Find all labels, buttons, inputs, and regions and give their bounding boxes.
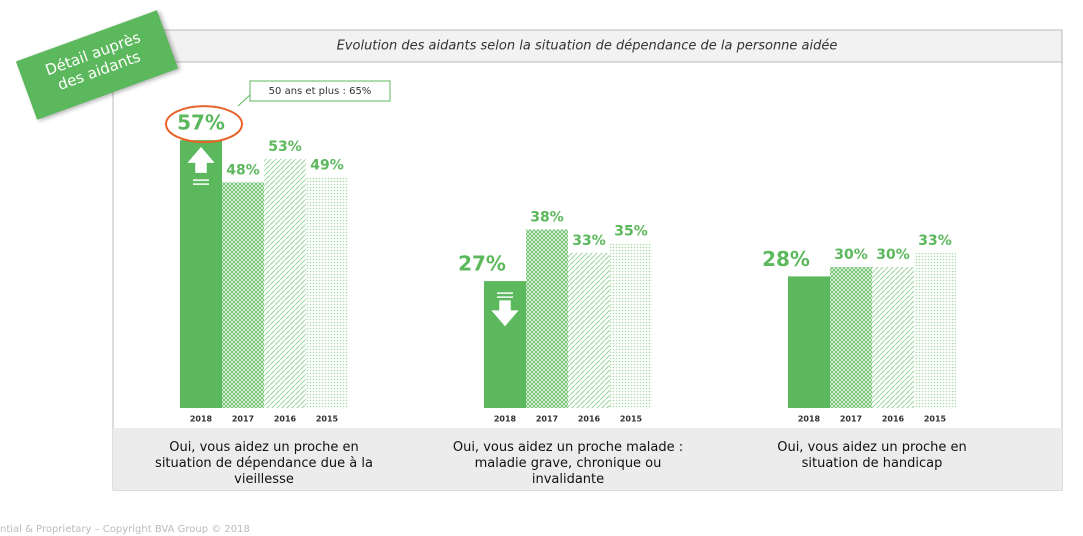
category-band: [113, 428, 1062, 490]
value-label: 33%: [918, 233, 952, 249]
annotation-pointer: [237, 94, 251, 107]
x-tick-label: 2015: [924, 415, 947, 424]
value-label: 28%: [762, 247, 810, 271]
bar: [222, 182, 264, 408]
down-arrow: [491, 292, 519, 327]
value-label: 30%: [876, 247, 910, 263]
x-tick-label: 2017: [536, 415, 558, 424]
up-arrow: [187, 146, 215, 185]
x-tick-label: 2016: [882, 415, 905, 424]
category-label: Oui, vous aidez un proche en situation d…: [777, 440, 967, 471]
x-tick-label: 2018: [494, 415, 517, 424]
x-tick-label: 2018: [798, 415, 821, 424]
title-bar: [112, 29, 1063, 63]
x-tick-label: 2017: [232, 415, 254, 424]
bar: [830, 267, 872, 408]
value-label: 48%: [226, 162, 260, 178]
bar: [306, 177, 348, 408]
x-tick-label: 2017: [840, 415, 862, 424]
footer: ntial & Proprietary – Copyright BVA Grou…: [0, 524, 250, 535]
x-tick-label: 2016: [274, 415, 297, 424]
value-label: 35%: [614, 224, 648, 240]
bar: [872, 267, 914, 408]
value-label: 33%: [572, 233, 606, 249]
bar: [484, 281, 526, 408]
x-tick-label: 2015: [316, 415, 339, 424]
annotation: 50 ans et plus : 65%: [269, 86, 372, 97]
annotation-box: [249, 80, 391, 102]
category-label: Oui, vous aidez un proche en situation d…: [155, 440, 373, 487]
value-label: 38%: [530, 209, 564, 225]
x-tick-label: 2018: [190, 415, 213, 424]
highlight-ring: [165, 105, 243, 144]
category-label: Oui, vous aidez un proche malade : malad…: [452, 440, 684, 487]
x-tick-label: 2016: [578, 415, 601, 424]
bar: [264, 158, 306, 408]
value-label: 27%: [458, 252, 506, 276]
bar: [568, 252, 610, 408]
value-label: 57%: [177, 111, 225, 135]
chart-title: Evolution des aidants selon la situation…: [337, 39, 838, 54]
bar: [610, 243, 652, 408]
bar: [914, 252, 956, 408]
value-label: 53%: [268, 139, 302, 155]
value-label: 49%: [310, 158, 344, 174]
bar: [526, 229, 568, 408]
value-label: 30%: [834, 247, 868, 263]
x-tick-label: 2015: [620, 415, 643, 424]
bar: [788, 276, 830, 408]
